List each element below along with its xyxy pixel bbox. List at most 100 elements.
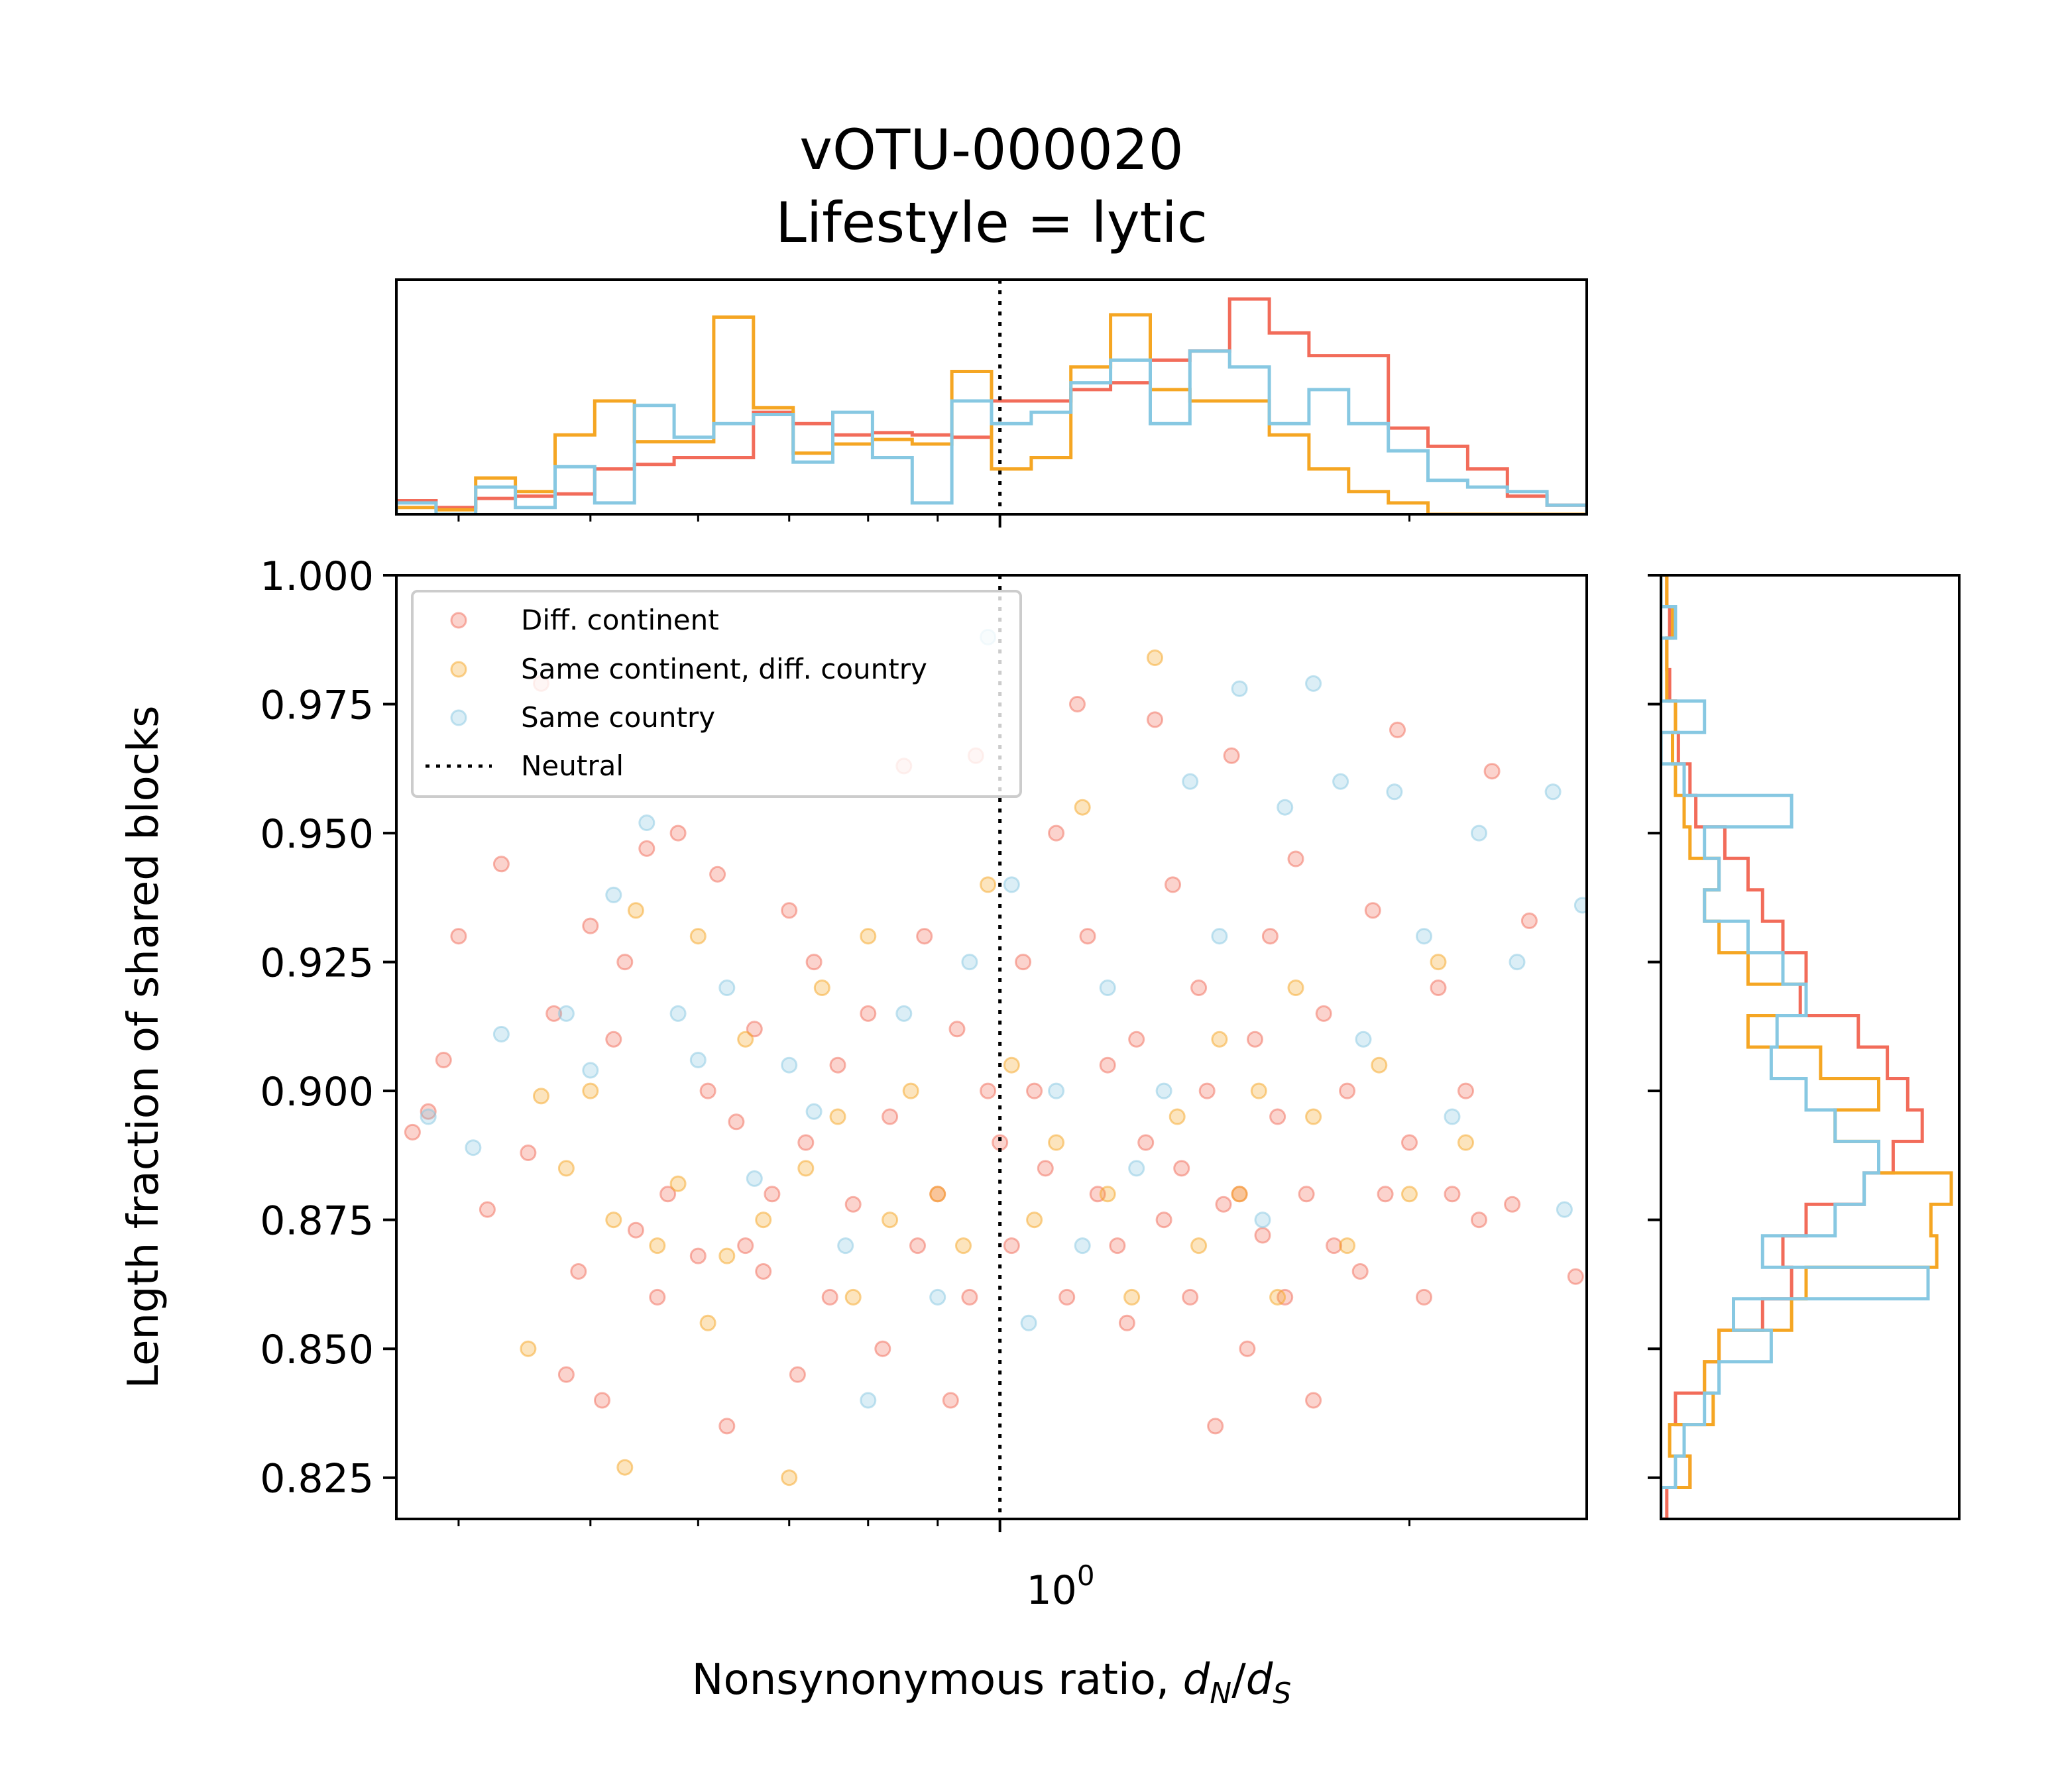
scatter-point-series-0-61 xyxy=(1128,1031,1145,1048)
scatter-point-series-0-68 xyxy=(1190,980,1208,996)
scatter-point-series-0-55 xyxy=(1069,696,1086,712)
scatter-point-series-0-3 xyxy=(450,928,467,945)
scatter-point-series-2-7 xyxy=(669,1005,687,1022)
scatter-point-series-0-53 xyxy=(1048,824,1065,842)
scatter-point-series-0-71 xyxy=(1215,1196,1232,1213)
scatter-point-series-1-0 xyxy=(520,1340,537,1357)
scatter-point-series-1-26 xyxy=(1026,1211,1043,1229)
scatter-point-series-1-25 xyxy=(1003,1056,1020,1074)
right-histogram-frame xyxy=(1660,574,1961,1520)
scatter-point-series-1-27 xyxy=(1048,1134,1065,1151)
scatter-point-series-0-91 xyxy=(1416,1288,1432,1306)
scatter-point-series-0-99 xyxy=(1567,1268,1584,1285)
scatter-point-series-0-84 xyxy=(1326,1237,1343,1255)
y-tick-label-7: 1.000 xyxy=(260,553,374,600)
right-histogram-y-ticks xyxy=(1648,574,1661,1479)
scatter-point-series-0-22 xyxy=(709,866,726,883)
scatter-point-series-1-36 xyxy=(1250,1082,1267,1099)
x-axis-label: Nonsynonymous ratio, dN/dS xyxy=(692,1655,1292,1710)
scatter-point-series-1-34 xyxy=(1211,1031,1228,1048)
scatter-point-series-2-35 xyxy=(1416,928,1432,945)
legend-marker-same-continent xyxy=(450,661,467,678)
scatter-point-series-0-50 xyxy=(1015,954,1032,971)
scatter-point-series-2-32 xyxy=(1332,773,1349,790)
scatter-point-series-2-20 xyxy=(1020,1314,1037,1331)
scatter-point-series-0-97 xyxy=(1504,1196,1521,1213)
scatter-point-series-2-17 xyxy=(961,954,978,971)
right-histogram-layer xyxy=(1661,575,1953,1519)
scatter-point-series-2-34 xyxy=(1386,783,1403,801)
scatter-point-series-1-3 xyxy=(582,1082,599,1099)
scatter-point-series-0-67 xyxy=(1182,1288,1199,1306)
y-tick-label-6: 0.975 xyxy=(260,683,374,729)
scatter-point-series-1-15 xyxy=(797,1160,815,1177)
scatter-point-series-2-27 xyxy=(1211,928,1228,945)
scatter-point-series-1-6 xyxy=(627,902,644,919)
scatter-point-series-2-39 xyxy=(1544,783,1562,801)
scatter-point-series-0-40 xyxy=(909,1237,926,1255)
scatter-point-series-0-95 xyxy=(1471,1211,1487,1229)
top-histogram-panel xyxy=(395,278,1588,528)
scatter-point-series-1-44 xyxy=(1457,1134,1474,1151)
scatter-point-series-0-34 xyxy=(829,1056,846,1074)
scatter-point-series-1-2 xyxy=(557,1160,575,1177)
scatter-point-series-0-88 xyxy=(1377,1186,1394,1203)
scatter-point-series-0-29 xyxy=(781,902,798,919)
scatter-point-series-0-47 xyxy=(980,1082,997,1099)
scatter-point-series-0-82 xyxy=(1305,1392,1322,1409)
scatter-point-series-0-93 xyxy=(1444,1186,1461,1203)
scatter-point-series-0-32 xyxy=(805,954,823,971)
scatter-point-series-0-59 xyxy=(1109,1237,1126,1255)
scatter-point-series-0-62 xyxy=(1137,1134,1155,1151)
scatter-point-series-1-7 xyxy=(649,1237,666,1255)
scatter-point-series-1-1 xyxy=(533,1088,549,1105)
scatter-point-series-0-21 xyxy=(699,1082,716,1099)
scatter-point-series-0-9 xyxy=(557,1366,575,1383)
scatter-point-series-2-10 xyxy=(746,1170,763,1187)
y-tick-label-1: 0.850 xyxy=(260,1327,374,1373)
scatter-point-series-0-49 xyxy=(1003,1237,1020,1255)
scatter-point-series-0-31 xyxy=(797,1134,815,1151)
scatter-point-series-1-17 xyxy=(829,1108,846,1125)
scatter-point-series-2-4 xyxy=(582,1062,599,1079)
scatter-point-series-1-37 xyxy=(1269,1288,1286,1306)
scatter-point-series-0-43 xyxy=(942,1392,959,1409)
scatter-point-series-1-4 xyxy=(605,1211,622,1229)
scatter-point-series-0-87 xyxy=(1364,902,1381,919)
scatter-point-series-2-29 xyxy=(1254,1211,1271,1229)
scatter-point-series-1-43 xyxy=(1430,954,1447,971)
scatter-point-series-0-14 xyxy=(616,954,634,971)
scatter-point-series-2-25 xyxy=(1155,1082,1172,1099)
scatter-point-series-0-20 xyxy=(689,1247,707,1264)
scatter-point-series-2-22 xyxy=(1074,1237,1091,1255)
scatter-point-series-0-65 xyxy=(1165,876,1181,893)
y-tick-label-4: 0.925 xyxy=(260,940,374,987)
scatter-point-series-2-11 xyxy=(781,1056,798,1074)
scatter-point-series-1-16 xyxy=(813,980,830,996)
legend: Diff. continent Same continent, diff. co… xyxy=(411,590,1022,798)
scatter-point-series-0-94 xyxy=(1457,1082,1474,1099)
scatter-point-series-0-89 xyxy=(1389,721,1406,738)
scatter-point-series-1-14 xyxy=(781,1469,798,1486)
scatter-point-series-0-28 xyxy=(764,1186,781,1203)
scatter-point-series-0-98 xyxy=(1520,912,1538,929)
scatter-point-series-2-37 xyxy=(1471,824,1487,842)
y-tick-label-2: 0.875 xyxy=(260,1198,374,1245)
scatter-point-series-0-37 xyxy=(874,1340,891,1357)
scatter-point-series-0-38 xyxy=(882,1108,899,1125)
scatter-point-series-1-22 xyxy=(929,1186,946,1203)
scatter-point-series-1-21 xyxy=(902,1082,919,1099)
scatter-point-series-0-35 xyxy=(844,1196,862,1213)
scatter-point-series-0-5 xyxy=(492,856,510,873)
scatter-point-series-2-36 xyxy=(1444,1108,1461,1125)
scatter-point-series-0-85 xyxy=(1339,1082,1356,1099)
scatter-point-series-2-26 xyxy=(1182,773,1199,790)
scatter-point-series-2-15 xyxy=(895,1005,913,1022)
scatter-point-series-1-30 xyxy=(1123,1288,1141,1306)
scatter-point-series-2-0 xyxy=(420,1108,437,1125)
main-scatter-panel: 0.825 0.850 0.875 0.900 0.925 0.950 0.975 1.000 xyxy=(260,553,1588,1532)
scatter-point-series-2-31 xyxy=(1305,675,1322,692)
scatter-point-series-1-28 xyxy=(1074,799,1091,816)
scatter-point-series-2-16 xyxy=(929,1288,946,1306)
